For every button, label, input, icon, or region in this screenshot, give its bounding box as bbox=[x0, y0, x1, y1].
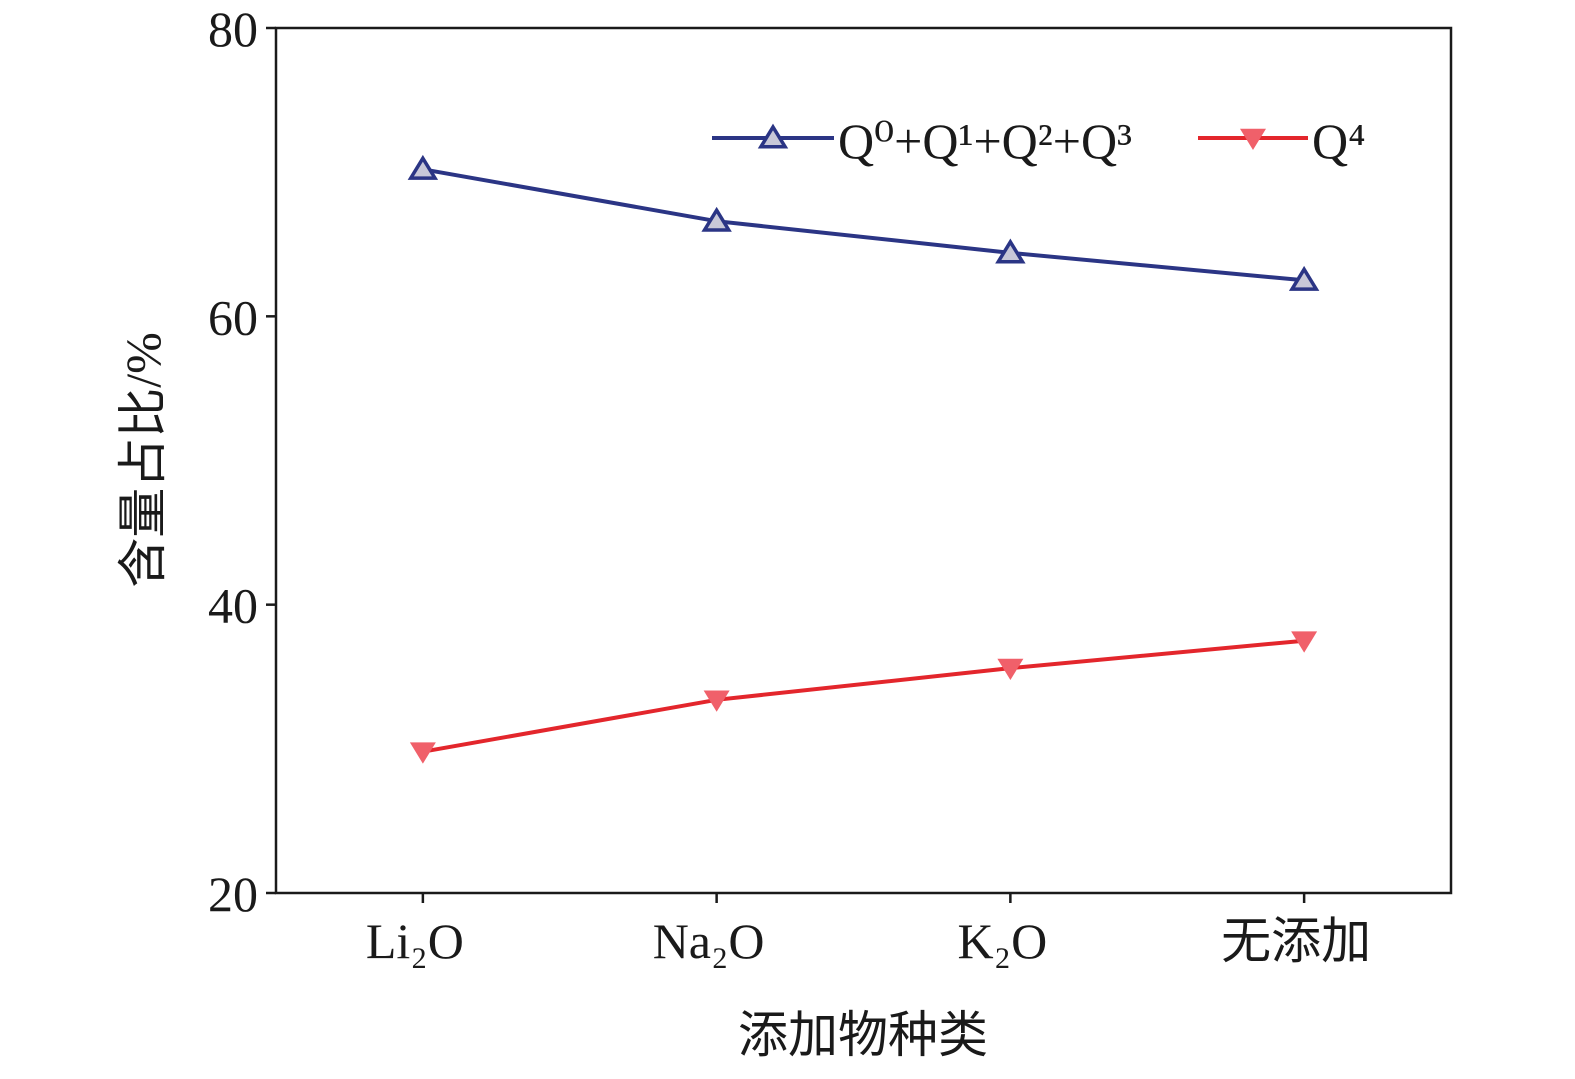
legend-marker bbox=[1240, 128, 1266, 150]
x-tick-label: 无添加 bbox=[1221, 913, 1371, 969]
data-point bbox=[995, 238, 1026, 264]
y-tick-label: 60 bbox=[208, 289, 258, 345]
x-tick-label: Li₂O bbox=[366, 913, 464, 969]
x-tick-label: K₂O bbox=[958, 913, 1048, 969]
series-0 bbox=[407, 154, 1320, 291]
data-point bbox=[409, 742, 436, 764]
series-line bbox=[422, 167, 1305, 283]
y-tick-label: 80 bbox=[208, 1, 258, 57]
data-point bbox=[1288, 265, 1320, 291]
series-1 bbox=[409, 631, 1318, 764]
series-layer bbox=[407, 154, 1320, 764]
data-point bbox=[703, 690, 730, 712]
series-line bbox=[422, 638, 1305, 754]
legend-item-0: Q⁰+Q¹+Q²+Q³ bbox=[712, 113, 1132, 169]
axes: 20 40 60 80 Li₂O Na₂O K₂O 无添加 bbox=[208, 1, 1453, 969]
legend: Q⁰+Q¹+Q²+Q³ Q⁴ bbox=[712, 113, 1366, 169]
data-point bbox=[1291, 631, 1318, 653]
data-point bbox=[997, 658, 1024, 681]
data-point bbox=[701, 206, 732, 232]
legend-label: Q⁰+Q¹+Q²+Q³ bbox=[838, 113, 1132, 169]
y-axis-label: 含量占比/% bbox=[115, 332, 171, 588]
legend-item-1: Q⁴ bbox=[1198, 113, 1366, 169]
legend-marker bbox=[757, 123, 789, 149]
plot-frame bbox=[274, 26, 1453, 895]
data-point bbox=[407, 154, 439, 180]
legend-label: Q⁴ bbox=[1312, 113, 1366, 169]
x-tick-label: Na₂O bbox=[653, 913, 765, 969]
y-tick-label: 40 bbox=[208, 578, 258, 634]
x-axis-label: 添加物种类 bbox=[738, 1007, 988, 1063]
y-tick-label: 20 bbox=[208, 866, 258, 922]
